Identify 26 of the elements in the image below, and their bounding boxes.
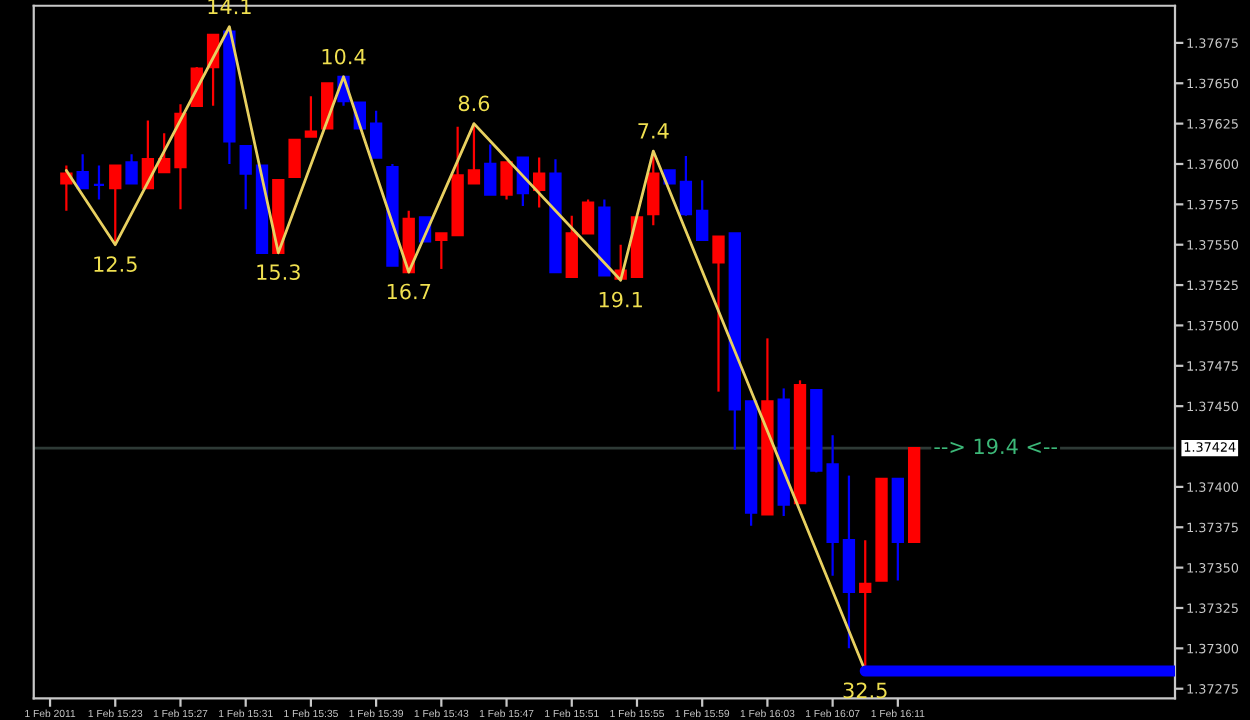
candlestick [467, 122, 481, 185]
candlestick [288, 138, 301, 179]
annotation: 19.1 [599, 291, 642, 308]
candlestick [369, 109, 383, 159]
candlestick [76, 153, 89, 190]
candlestick [109, 164, 122, 246]
candlestick [158, 132, 171, 174]
annotation: --> 19.4 <-- [934, 438, 1057, 455]
annotation: 16.7 [387, 283, 431, 300]
candlestick [712, 235, 725, 393]
annotation: 32.5 [843, 682, 887, 699]
candlestick [696, 179, 709, 241]
candlestick [239, 145, 252, 211]
candlestick [304, 95, 318, 138]
candlestick [679, 154, 693, 217]
annotation: 8.6 [458, 95, 490, 112]
candlestick [581, 198, 595, 235]
candlestick [484, 143, 497, 196]
candlestick [500, 161, 513, 201]
annotation: 12.5 [94, 256, 137, 272]
candlestick [565, 214, 578, 279]
annotation: 10.4 [322, 48, 366, 65]
annotation: 7.4 [638, 123, 669, 139]
annotation: 15.3 [257, 264, 300, 281]
candlestick [92, 164, 106, 201]
candlestick [125, 153, 138, 185]
